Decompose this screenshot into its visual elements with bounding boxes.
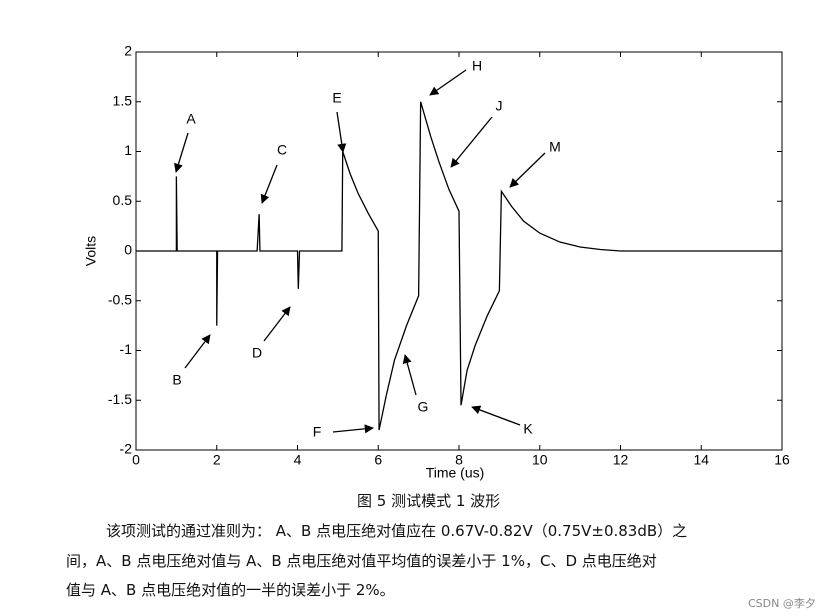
- y-tick-label: 0.5: [113, 192, 133, 208]
- annotation-label: C: [277, 142, 287, 158]
- x-tick-label: 14: [693, 452, 709, 468]
- annotation-label: F: [313, 424, 322, 440]
- annotation-arrow: [332, 424, 374, 434]
- chart: 0 2 4 6 8 10 12 14 16 -2 -1.5 -1 -0.5 0 0.5 1 1.5 2 Time (…: [83, 43, 790, 481]
- annotation-label: A: [186, 111, 196, 127]
- annotation-arrow: [336, 111, 347, 153]
- y-tick-label: 1: [124, 142, 132, 158]
- annotation-arrow: [509, 152, 546, 188]
- y-tick-label: -1: [120, 341, 133, 357]
- y-tick-label: 0: [124, 242, 132, 258]
- annotation-arrow: [263, 306, 291, 342]
- annotation-label: M: [549, 139, 561, 155]
- annotation-label: G: [418, 399, 429, 415]
- x-tick-label: 10: [532, 452, 548, 468]
- annotation-label: J: [496, 98, 503, 114]
- paragraph-line: 间，A、B 点电压绝对值与 A、B 点电压绝对值平均值的误差小于 1%，C、D …: [66, 552, 657, 570]
- paragraph-line: 值与 A、B 点电压绝对值的一半的误差小于 2%。: [66, 581, 395, 599]
- waveform: [136, 101, 782, 431]
- x-tick-label: 16: [774, 452, 790, 468]
- annotation-arrow: [184, 334, 211, 369]
- annotation-arrow: [471, 405, 521, 426]
- annotation-arrow: [402, 354, 417, 396]
- annotation-label: H: [472, 58, 482, 74]
- x-tick-label: 6: [374, 452, 382, 468]
- x-tick-label: 2: [213, 452, 221, 468]
- annotation-label: D: [252, 345, 262, 361]
- annotation-label: B: [172, 372, 181, 388]
- annotation-label: K: [523, 421, 533, 437]
- y-tick-label: 1.5: [113, 92, 133, 108]
- y-tick-label: -1.5: [108, 391, 132, 407]
- y-tick-label: -2: [120, 441, 133, 457]
- x-tick-label: 8: [455, 452, 463, 468]
- annotation-arrow: [174, 132, 189, 173]
- annotation-label: E: [332, 90, 341, 106]
- watermark: CSDN @李夕: [748, 597, 816, 610]
- annotation-arrow: [450, 116, 493, 168]
- caption: 图 5 测试模式 1 波形: [357, 492, 501, 510]
- x-axis-label: Time (us): [426, 465, 485, 481]
- y-tick-label: -0.5: [108, 291, 132, 307]
- annotation-arrow: [429, 69, 467, 96]
- paragraph-line: 该项测试的通过准则为： A、B 点电压绝对值应在 0.67V-0.82V（0.7…: [106, 522, 688, 540]
- x-tick-label: 4: [294, 452, 302, 468]
- y-axis-label: Volts: [83, 236, 99, 266]
- annotation-arrow: [260, 164, 278, 204]
- y-tick-label: 2: [124, 43, 132, 59]
- x-tick-label: 0: [132, 452, 140, 468]
- x-tick-label: 12: [613, 452, 629, 468]
